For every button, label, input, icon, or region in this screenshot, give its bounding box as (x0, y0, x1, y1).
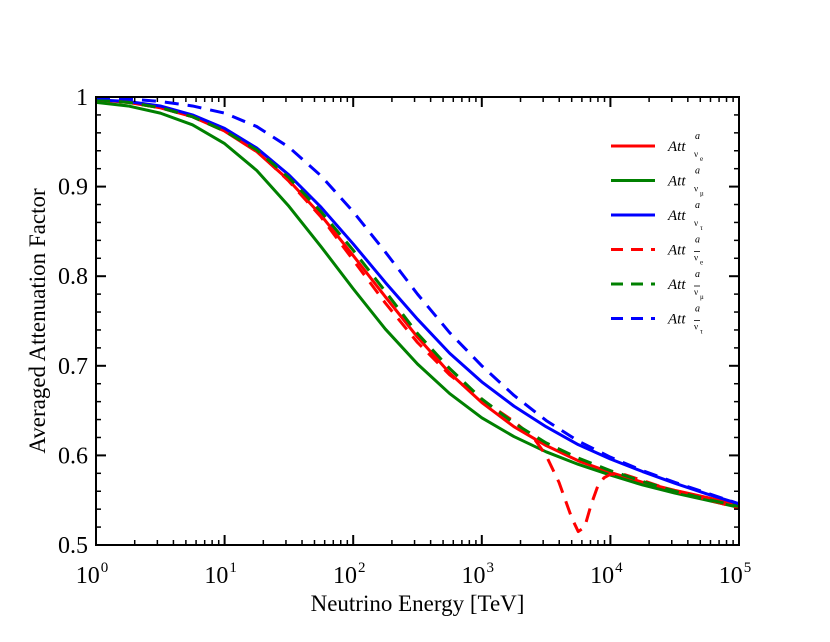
x-tick-label: 100 (76, 560, 109, 589)
svg-text:Att: Att (667, 174, 686, 190)
svg-text:Att: Att (667, 243, 686, 259)
svg-text:a: a (695, 200, 700, 211)
x-axis-title: Neutrino Energy [TeV] (311, 591, 525, 616)
y-tick-label: 0.7 (58, 354, 88, 380)
svg-text:Att: Att (667, 139, 686, 155)
series-line-4 (96, 98, 739, 534)
y-tick-label: 1 (76, 85, 88, 111)
series-line-5 (96, 98, 739, 508)
svg-text:a: a (695, 235, 700, 246)
x-tick-label: 104 (590, 560, 623, 589)
y-axis-title: Averaged Attenuation Factor (25, 188, 50, 454)
svg-text:ν: ν (694, 149, 698, 159)
svg-text:Att: Att (667, 208, 686, 224)
svg-text:ν: ν (694, 322, 698, 332)
y-tick-label: 0.8 (58, 264, 88, 290)
series-line-3 (96, 98, 739, 506)
x-tick-label: 105 (719, 560, 752, 589)
svg-text:μ: μ (700, 190, 704, 198)
svg-text:τ: τ (700, 224, 703, 232)
series-line-2 (96, 100, 739, 509)
svg-text:Att: Att (667, 312, 686, 328)
svg-text:ν: ν (694, 184, 698, 194)
x-tick-label: 101 (204, 560, 237, 589)
svg-text:e: e (700, 259, 703, 267)
plot-frame (95, 96, 740, 546)
x-tick-label: 102 (333, 560, 366, 589)
y-tick-label: 0.5 (58, 533, 88, 559)
svg-text:Att: Att (667, 277, 686, 293)
y-tick-label: 0.6 (58, 443, 88, 469)
svg-text:τ: τ (700, 328, 703, 336)
svg-text:ν: ν (694, 218, 698, 228)
svg-text:μ: μ (700, 293, 704, 301)
svg-text:a: a (695, 166, 700, 177)
svg-text:ν: ν (694, 253, 698, 263)
svg-text:a: a (695, 269, 700, 280)
x-tick-label: 103 (462, 560, 495, 589)
svg-text:e: e (700, 155, 703, 163)
series-line-1 (96, 98, 739, 507)
svg-text:a: a (695, 131, 700, 142)
svg-text:a: a (695, 304, 700, 315)
svg-text:ν: ν (694, 287, 698, 297)
y-tick-label: 0.9 (58, 175, 88, 201)
series-line-6 (96, 97, 739, 506)
